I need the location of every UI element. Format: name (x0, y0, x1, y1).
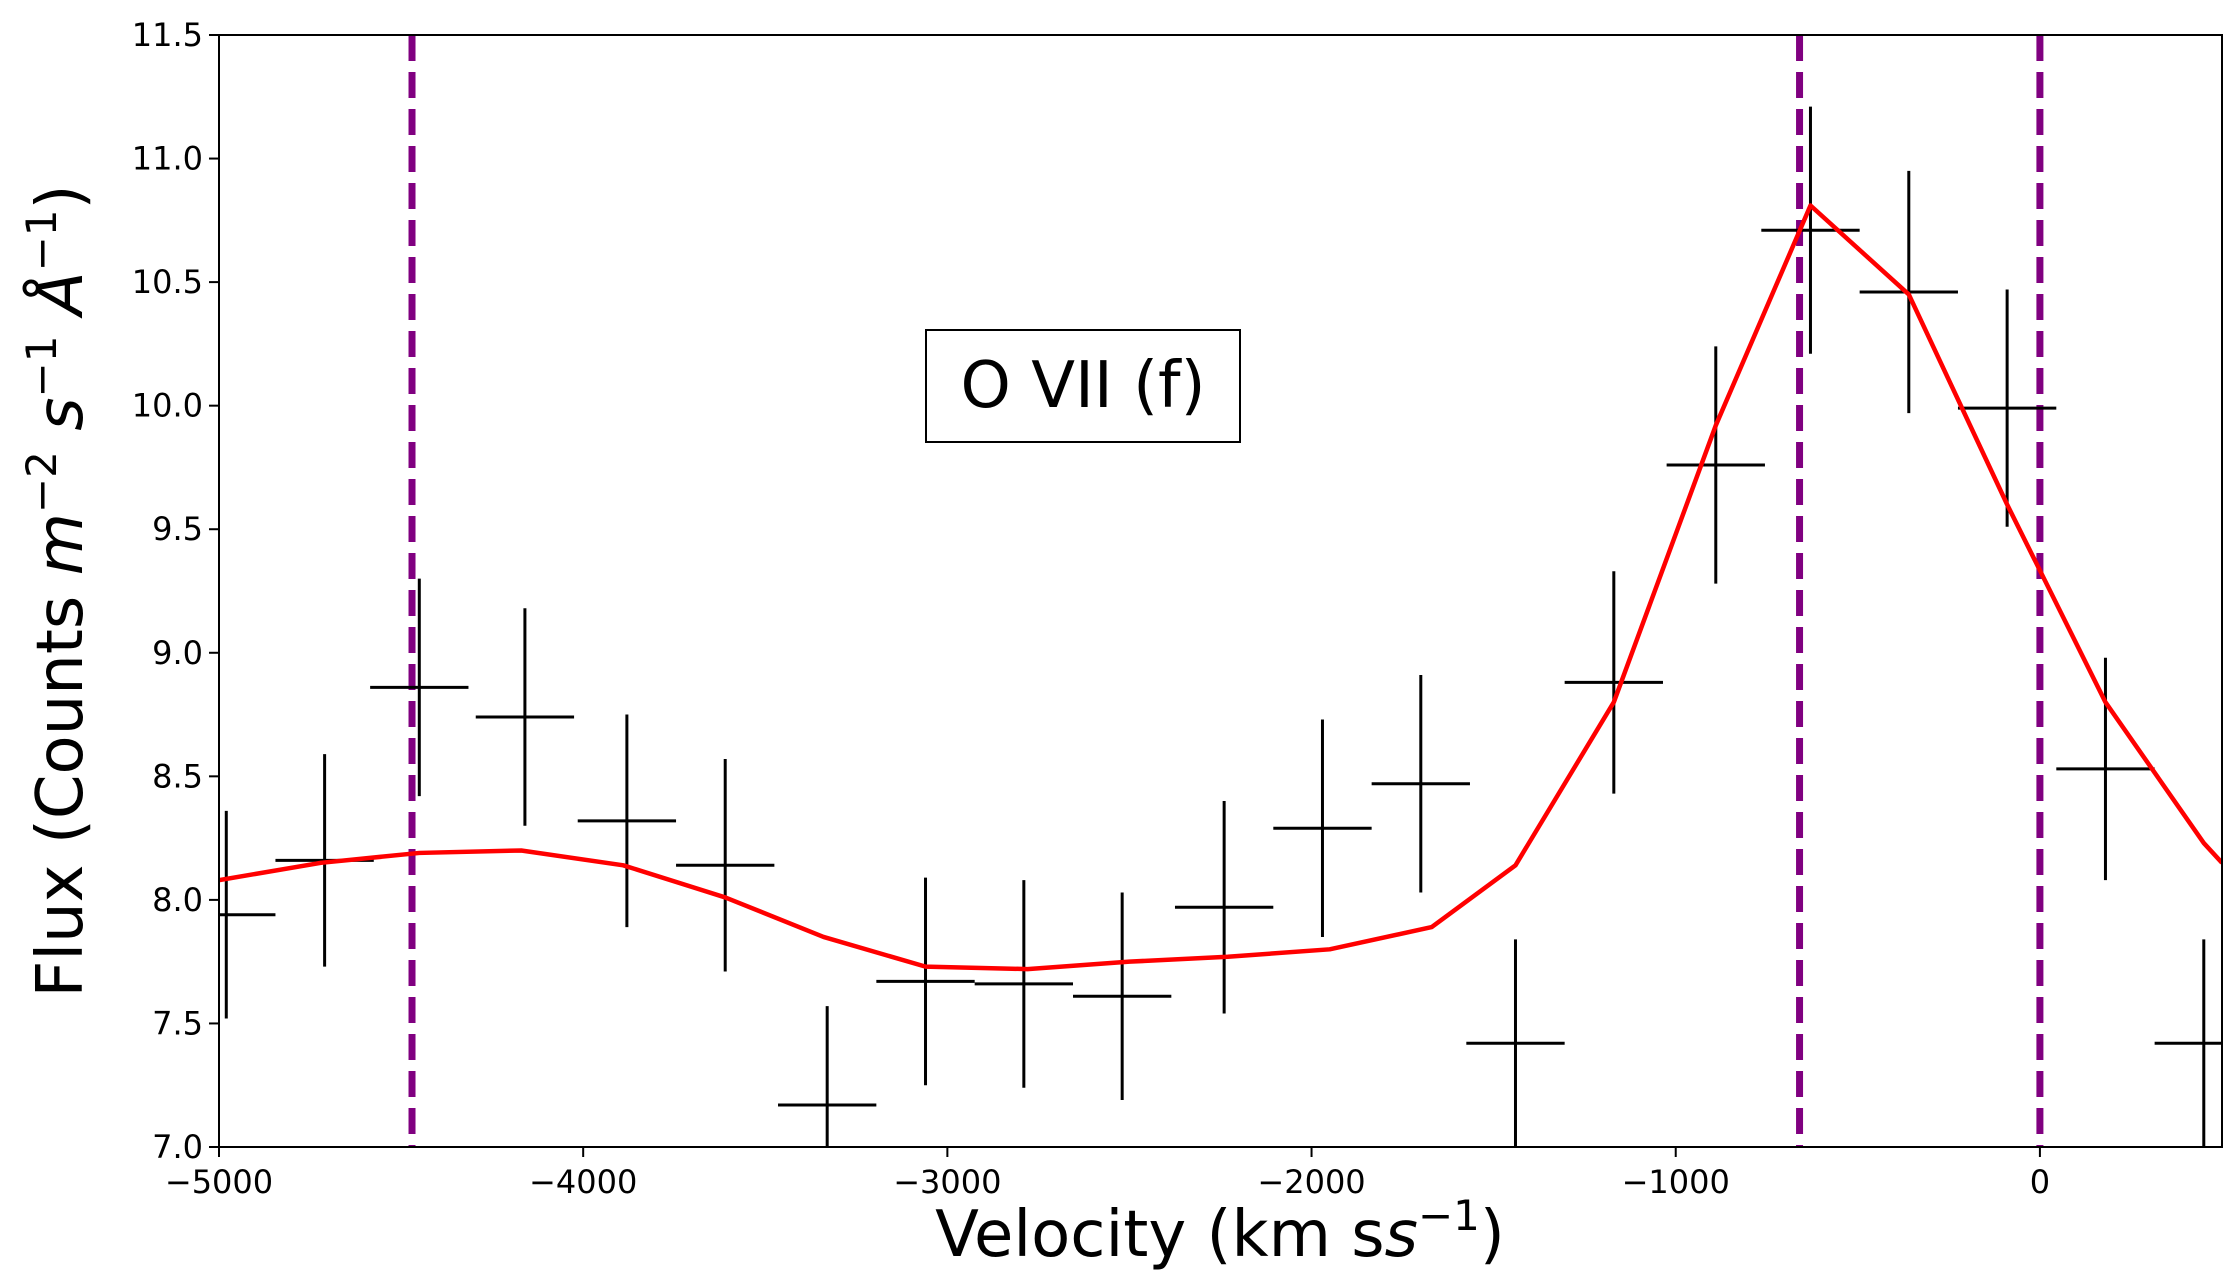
x-tick-label: −5000 (165, 1163, 273, 1201)
data-point (1073, 892, 1172, 1101)
data-point (1761, 106, 1860, 354)
data-point (876, 877, 975, 1086)
x-tick-label: 0 (2030, 1163, 2050, 1201)
plot-frame (218, 34, 2223, 1148)
y-tick-label: 11.0 (132, 140, 203, 178)
y-tick-label: 11.5 (132, 16, 203, 54)
data-point (1564, 571, 1663, 794)
x-axis: −5000 −4000 −3000 −2000 −1000 0 (165, 1147, 2050, 1201)
data-point (1466, 939, 1565, 1147)
data-point (676, 759, 775, 972)
y-tick-label: 10.0 (132, 387, 203, 425)
annotation-label: O VII (f) (960, 349, 1205, 423)
x-axis-label-s: s (1385, 1198, 1418, 1272)
model-line (219, 203, 2222, 972)
y-tick-label: 8.0 (152, 881, 203, 919)
annotation-box: O VII (f) (925, 329, 1241, 443)
y-tick-label: 9.5 (152, 510, 203, 548)
data-point (1371, 675, 1470, 893)
data-point (475, 608, 575, 826)
data-point (577, 714, 677, 928)
data-point (1273, 719, 1372, 937)
plot-area (219, 35, 2222, 1147)
data-points (219, 106, 2222, 1147)
y-axis: 7.0 7.5 8.0 8.5 9.0 9.5 10.0 10.5 11.0 11.5 (132, 16, 219, 1166)
x-tick-label: −1000 (1622, 1163, 1730, 1201)
y-axis-label: Flux (Counts m−2 s−1 Å−1) (17, 185, 98, 998)
data-point (1957, 289, 2057, 527)
reference-lines (408, 35, 2044, 1147)
data-point (2056, 657, 2155, 881)
y-tick-label: 9.0 (152, 634, 203, 672)
y-tick-label: 7.5 (152, 1004, 203, 1042)
y-tick-label: 10.5 (132, 263, 203, 301)
data-point (2154, 939, 2222, 1147)
data-point (1174, 801, 1274, 1014)
data-point (1666, 346, 1765, 584)
x-tick-label: −3000 (893, 1163, 1001, 1201)
data-point (219, 810, 276, 1019)
x-tick-label: −4000 (529, 1163, 637, 1201)
annotation-frame (925, 329, 1241, 443)
data-point (778, 1006, 877, 1147)
x-axis-label: Velocity (km ss−1) (935, 1191, 1505, 1272)
x-tick-label: −2000 (1257, 1163, 1365, 1201)
y-tick-label: 8.5 (152, 757, 203, 795)
data-point (974, 880, 1074, 1088)
y-tick-label: 7.0 (152, 1128, 203, 1166)
data-point (370, 578, 469, 797)
